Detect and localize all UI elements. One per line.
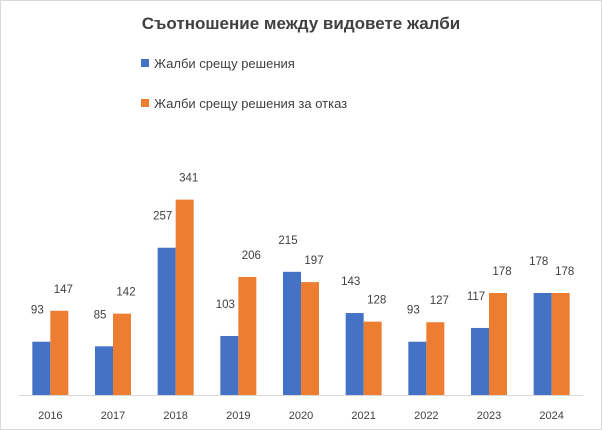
bar-series-2-2017 [113,313,131,395]
data-label-series-2-2019: 206 [242,250,261,262]
bar-series-1-2017 [95,346,113,395]
x-tick-label-2019: 2019 [226,410,250,422]
chart-title: Съотношение между видовете жалби [142,14,460,33]
data-label-series-1-2023: 117 [467,291,485,303]
bar-series-1-2023 [471,327,489,395]
bar-series-2-2019 [238,276,257,395]
data-label-series-2-2023: 178 [492,266,511,278]
legend-swatch-series-1 [141,59,149,67]
x-tick-label-2016: 2016 [38,410,62,422]
x-tick-label-2021: 2021 [351,410,375,422]
bar-series-2-2018 [175,199,194,395]
bar-series-2-2021 [363,321,382,395]
data-label-series-1-2022: 93 [407,305,420,317]
x-tick-label-2018: 2018 [163,410,187,422]
bar-series-2-2023 [489,293,507,395]
data-label-series-2-2017: 142 [116,287,135,299]
data-label-series-1-2021: 143 [341,276,360,288]
legend: Жалби срещу решения Жалби срещу решения … [141,56,347,111]
x-tick-label-2017: 2017 [101,410,125,422]
data-label-series-1-2019: 103 [216,299,235,311]
data-label-series-2-2016: 147 [54,284,73,296]
data-label-series-1-2018: 257 [153,211,172,223]
data-label-series-1-2017: 85 [94,309,107,321]
data-label-series-2-2024: 178 [555,266,574,278]
data-label-series-2-2022: 127 [430,295,449,307]
data-label-series-2-2020: 197 [304,255,323,267]
bar-series-1-2016 [32,341,51,395]
data-label-series-2-2021: 128 [367,295,386,307]
bar-series-1-2022 [408,341,427,395]
bar-series-1-2019 [220,335,239,395]
legend-label-series-2: Жалби срещу решения за отказ [154,96,347,111]
legend-label-series-1: Жалби срещу решения [154,56,295,71]
data-label-series-1-2024: 178 [529,256,548,268]
plot-area: 93 147 2016 85 142 2017 257 341 2018 103 206 2019 21… [19,173,583,422]
data-label-series-1-2020: 215 [278,235,297,247]
legend-swatch-series-2 [141,99,149,107]
data-label-series-1-2016: 93 [31,305,44,317]
bar-series-1-2021 [345,313,364,395]
x-tick-label-2024: 2024 [539,410,563,422]
x-tick-label-2020: 2020 [289,410,313,422]
x-tick-label-2023: 2023 [477,410,501,422]
bar-series-2-2016 [50,310,69,395]
bar-series-1-2020 [283,271,301,395]
data-label-series-2-2018: 341 [179,173,198,185]
bar-series-1-2024 [533,293,552,395]
bar-series-1-2018 [157,247,176,395]
bar-series-2-2022 [426,322,445,395]
x-tick-label-2022: 2022 [414,410,438,422]
bar-series-2-2020 [301,282,319,395]
bar-series-2-2024 [551,293,570,395]
